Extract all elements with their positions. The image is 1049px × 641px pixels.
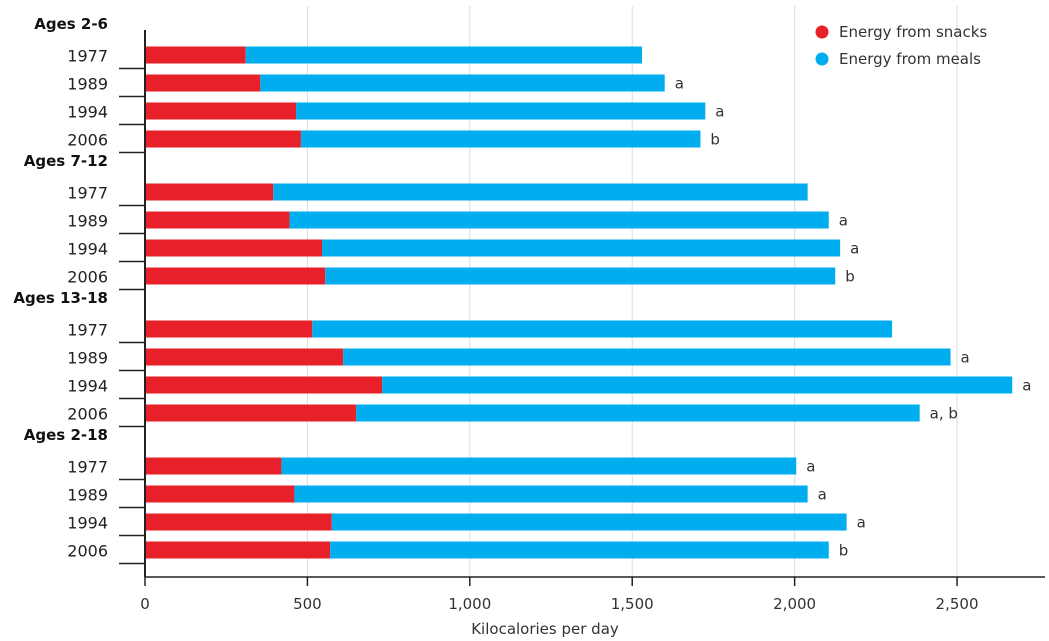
bar-meals (300, 130, 701, 148)
bar-meals (260, 74, 665, 92)
group-label: Ages 2-18 (24, 426, 108, 444)
x-tick-label: 2,500 (936, 595, 979, 613)
bar-meals (289, 211, 829, 229)
year-label: 1994 (67, 240, 108, 259)
significance-note: b (839, 542, 849, 560)
year-label: 1989 (67, 212, 108, 231)
year-label: 1977 (67, 184, 108, 203)
x-tick-label: 2,000 (773, 595, 816, 613)
legend-swatch-meals (815, 52, 829, 66)
significance-note: a (1022, 377, 1031, 395)
bar-meals (356, 404, 920, 422)
bar-snacks (145, 46, 246, 64)
year-label: 2006 (67, 405, 108, 424)
bar-snacks (145, 348, 344, 366)
bar-meals (281, 457, 797, 475)
legend-label-snacks: Energy from snacks (839, 23, 987, 41)
significance-note: a (961, 349, 970, 367)
legend-label-meals: Energy from meals (839, 50, 981, 68)
bars (145, 46, 1013, 559)
year-label: 1989 (67, 75, 108, 94)
year-label: 1977 (67, 458, 108, 477)
bar-snacks (145, 74, 261, 92)
x-axis-title: Kilocalories per day (471, 620, 619, 638)
bar-meals (273, 183, 808, 201)
bar-meals (382, 376, 1013, 394)
year-label: 1977 (67, 47, 108, 66)
bar-meals (330, 541, 829, 559)
legend-swatch-snacks (815, 25, 829, 39)
significance-note: a (675, 75, 684, 93)
significance-note: a (806, 458, 815, 476)
year-label: 1989 (67, 486, 108, 505)
group-label: Ages 13-18 (13, 289, 108, 307)
year-label: 1989 (67, 349, 108, 368)
bar-meals (325, 267, 836, 285)
bar-meals (296, 102, 706, 120)
year-label: 1994 (67, 514, 108, 533)
x-tick-label: 1,500 (611, 595, 654, 613)
bar-meals (245, 46, 642, 64)
category-labels: Ages 2-6 1977 1989 a 1994 a 2006 b Ages 7-12 1977… (13, 15, 1031, 561)
bar-snacks (145, 239, 323, 257)
bar-snacks (145, 457, 282, 475)
year-label: 2006 (67, 542, 108, 561)
bar-snacks (145, 541, 331, 559)
significance-note: b (845, 268, 855, 286)
bar-snacks (145, 376, 383, 394)
significance-note: a (850, 240, 859, 258)
year-label: 2006 (67, 131, 108, 150)
bar-snacks (145, 211, 290, 229)
bar-meals (343, 348, 951, 366)
bar-meals (312, 320, 893, 338)
bar-meals (331, 513, 847, 531)
significance-note: a (857, 514, 866, 532)
x-tick-label: 1,000 (448, 595, 491, 613)
year-label: 1977 (67, 321, 108, 340)
legend: Energy from snacks Energy from meals (815, 23, 987, 68)
bar-snacks (145, 320, 313, 338)
bar-snacks (145, 404, 357, 422)
significance-note: a (839, 212, 848, 230)
x-tick-label: 500 (293, 595, 322, 613)
significance-note: a (818, 486, 827, 504)
bar-snacks (145, 513, 332, 531)
gridlines (306, 6, 958, 577)
significance-note: b (710, 131, 720, 149)
significance-note: a, b (930, 405, 958, 423)
bar-snacks (145, 183, 274, 201)
bar-snacks (145, 102, 297, 120)
bar-meals (322, 239, 841, 257)
significance-note: a (715, 103, 724, 121)
bar-meals (294, 485, 808, 503)
x-tick-label: 0 (140, 595, 150, 613)
group-label: Ages 2-6 (34, 15, 108, 33)
year-label: 1994 (67, 377, 108, 396)
bar-snacks (145, 267, 326, 285)
bar-snacks (145, 485, 295, 503)
group-label: Ages 7-12 (24, 152, 108, 170)
year-label: 1994 (67, 103, 108, 122)
year-label: 2006 (67, 268, 108, 287)
axes: 0 500 1,000 1,500 2,000 2,500 (119, 30, 1045, 613)
bar-snacks (145, 130, 301, 148)
